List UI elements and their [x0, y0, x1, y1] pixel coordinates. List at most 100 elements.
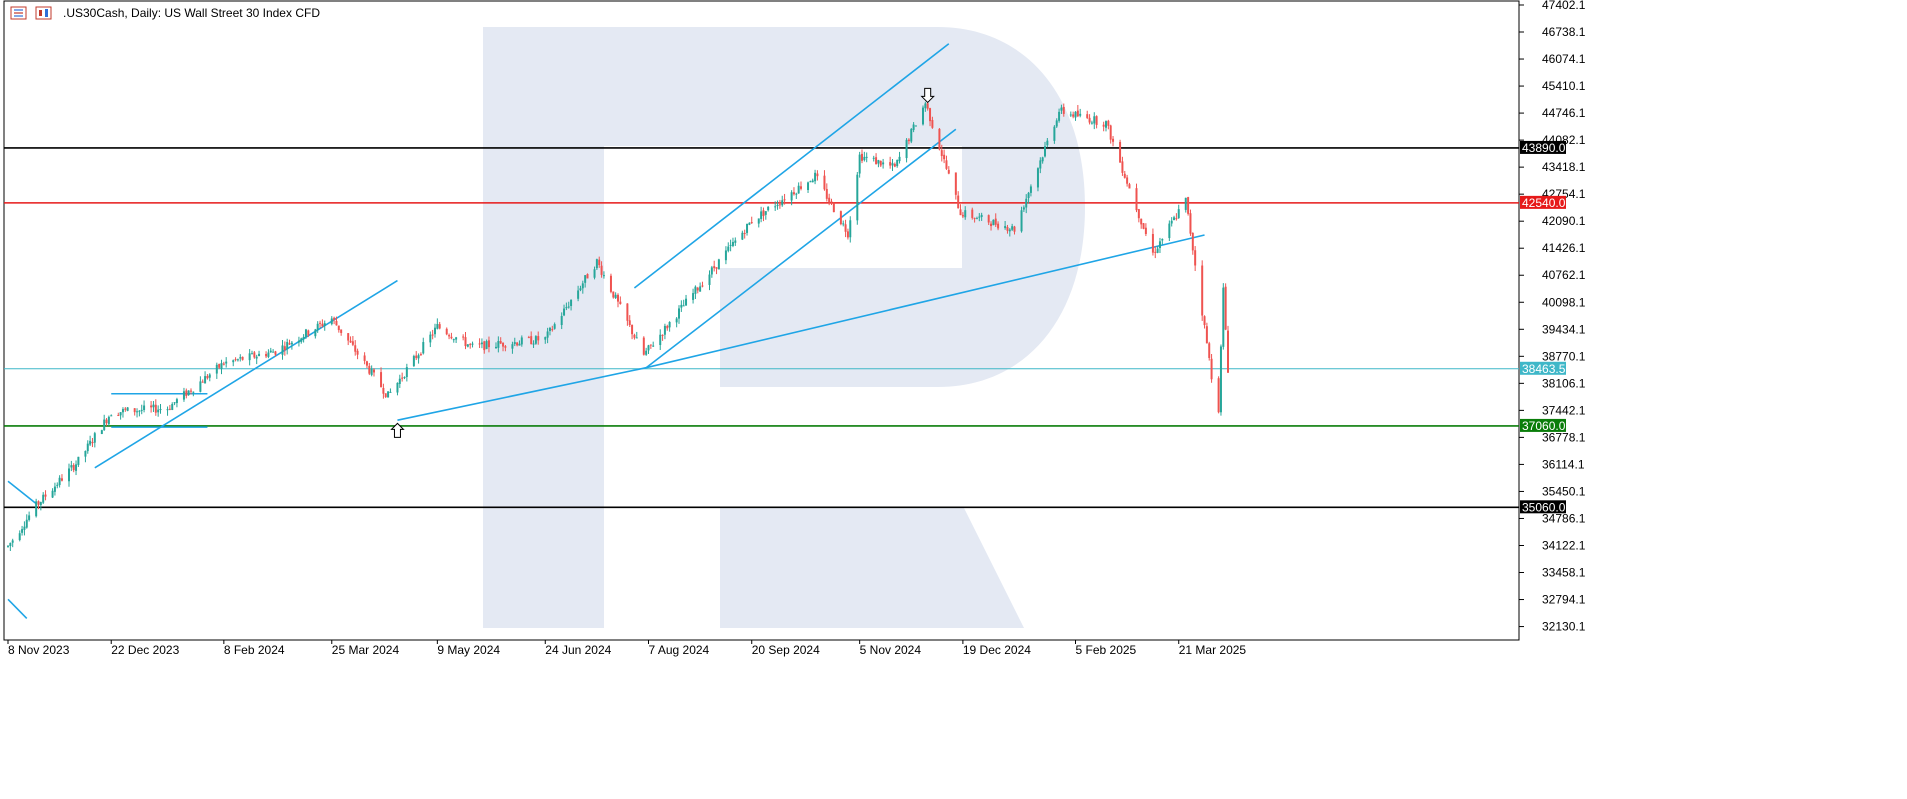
candle-body	[333, 317, 336, 320]
candle-body	[1177, 209, 1180, 219]
candle-body	[225, 361, 228, 364]
candle-body	[537, 336, 540, 341]
price-badges: 43890.0 42540.0 38463.5 37060.0 35060.0	[1520, 140, 1566, 514]
candle-body	[1119, 141, 1122, 163]
candle-body	[220, 363, 223, 369]
candle-body	[445, 328, 448, 335]
candle-body	[124, 408, 127, 410]
candle-body	[380, 372, 383, 388]
candle-body	[893, 163, 896, 167]
badge-current-price	[1520, 361, 1566, 375]
candle-body	[469, 344, 472, 346]
candle-body	[701, 285, 704, 287]
watermark-r-leg	[720, 508, 1024, 628]
candle-body	[800, 186, 802, 189]
x-tick-label: 20 Sep 2024	[752, 643, 820, 657]
candle-body	[466, 344, 469, 347]
candle-body	[896, 160, 899, 167]
candle-body	[844, 224, 847, 232]
candle-body	[570, 299, 573, 307]
candle-body	[1095, 116, 1098, 125]
candle-body	[21, 529, 24, 533]
candle-body	[882, 162, 885, 165]
candle-body	[1151, 233, 1154, 253]
candle-body	[1004, 226, 1007, 229]
candle-body	[1189, 213, 1192, 234]
candle-body	[1025, 198, 1028, 208]
candle-body	[365, 361, 368, 366]
candle-body	[497, 340, 500, 348]
candle-body	[602, 275, 605, 277]
candle-body	[659, 334, 662, 346]
candle-body	[593, 269, 596, 278]
y-tick-label: 32794.1	[1542, 593, 1586, 607]
candle-body	[663, 325, 666, 335]
candle-body	[1036, 168, 1039, 188]
candle-body	[37, 501, 40, 505]
candle-body	[86, 443, 89, 452]
candle-body	[190, 390, 192, 392]
candle-body	[612, 291, 615, 298]
candle-body	[1170, 220, 1173, 224]
trendline-6	[645, 128, 957, 369]
candle-body	[694, 286, 697, 294]
candle-body	[1107, 120, 1110, 126]
candle-body	[70, 465, 73, 468]
candles-list-icon[interactable]	[10, 6, 27, 20]
candle-body	[945, 160, 948, 169]
candle-body	[584, 275, 587, 283]
candle-body	[563, 308, 566, 316]
x-tick-label: 24 Jun 2024	[545, 643, 611, 657]
time-axis[interactable]: 8 Nov 2023 22 Dec 2023 8 Feb 2024 25 Mar 20…	[7, 640, 1246, 657]
candle-body	[157, 409, 160, 413]
candle-body	[642, 337, 645, 355]
candle-body	[269, 350, 272, 353]
candle-body	[56, 484, 59, 486]
price-axis[interactable]: 47402.146738.146074.145410.144746.144082…	[1519, 0, 1586, 634]
candle-body	[448, 335, 451, 337]
candle-body	[1109, 125, 1112, 140]
badge-label-support-green: 37060.0	[1522, 419, 1566, 433]
candle-body	[914, 125, 917, 127]
candle-body	[387, 391, 390, 398]
candle-body	[356, 350, 359, 355]
plot-border	[3, 0, 1520, 641]
candle-body	[586, 274, 589, 279]
candle-body	[431, 334, 434, 336]
badge-support-black	[1520, 500, 1566, 514]
trendlines[interactable]	[7, 43, 1205, 619]
candle-body	[710, 267, 713, 275]
candle-body	[595, 259, 598, 269]
badge-resistance-black	[1520, 140, 1566, 154]
candle-body	[68, 468, 70, 482]
candle-body	[429, 334, 432, 343]
horizontal-levels[interactable]	[4, 147, 1519, 509]
candle-body	[865, 156, 868, 158]
candle-body	[633, 334, 636, 338]
candle-body	[551, 329, 554, 331]
trendline-2	[94, 279, 398, 469]
candle-body	[1158, 241, 1161, 249]
candle-body	[628, 320, 631, 326]
x-tick-label: 22 Dec 2023	[111, 643, 179, 657]
candle-body	[1027, 192, 1030, 199]
candle-body	[107, 416, 110, 425]
y-tick-label: 40098.1	[1542, 295, 1586, 309]
chart-type-icon[interactable]	[35, 6, 52, 20]
candle-body	[708, 274, 711, 285]
badge-label-resistance-black: 43890.0	[1522, 141, 1566, 155]
badge-label-support-black: 35060.0	[1522, 500, 1566, 514]
candle-body	[72, 465, 75, 471]
y-tick-label: 37442.1	[1542, 403, 1586, 417]
candle-body	[1046, 140, 1049, 146]
candle-body	[696, 287, 699, 291]
candles	[7, 101, 1229, 551]
candle-body	[961, 214, 964, 217]
candle-body	[138, 410, 141, 412]
candle-body	[51, 490, 54, 498]
candle-body	[652, 345, 655, 347]
badge-label-resistance-red: 42540.0	[1522, 196, 1566, 210]
candle-body	[480, 342, 483, 345]
candle-body	[905, 139, 908, 159]
